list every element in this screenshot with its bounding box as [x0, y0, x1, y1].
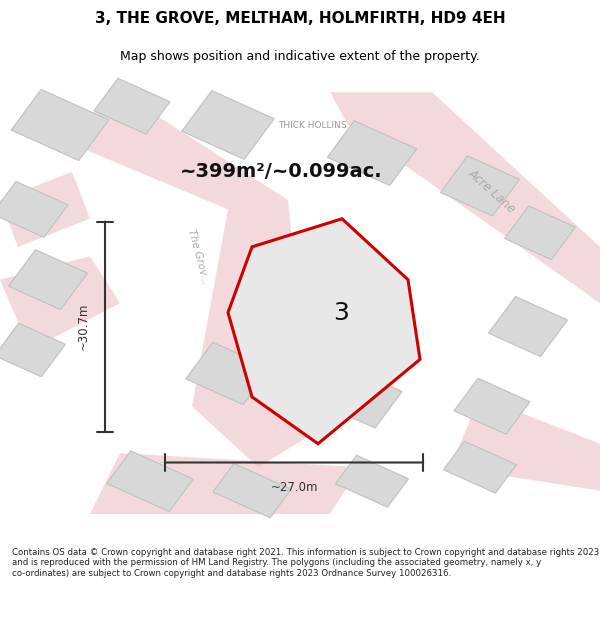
Polygon shape: [335, 456, 409, 507]
Polygon shape: [60, 92, 312, 468]
Polygon shape: [94, 78, 170, 134]
Polygon shape: [440, 156, 520, 216]
Polygon shape: [0, 256, 120, 350]
Polygon shape: [235, 255, 341, 332]
Polygon shape: [0, 181, 68, 238]
Polygon shape: [0, 172, 90, 247]
Text: The Grov...: The Grov...: [186, 228, 210, 285]
Polygon shape: [450, 397, 600, 491]
Polygon shape: [107, 451, 193, 511]
Text: ~30.7m: ~30.7m: [77, 303, 90, 350]
Polygon shape: [443, 441, 517, 493]
Polygon shape: [328, 121, 416, 186]
Polygon shape: [228, 219, 420, 444]
Text: Contains OS data © Crown copyright and database right 2021. This information is : Contains OS data © Crown copyright and d…: [12, 548, 599, 578]
Polygon shape: [488, 297, 568, 356]
Polygon shape: [90, 453, 360, 514]
Polygon shape: [318, 366, 402, 428]
Text: ~399m²/~0.099ac.: ~399m²/~0.099ac.: [180, 162, 383, 181]
Polygon shape: [182, 91, 274, 159]
Polygon shape: [0, 323, 65, 377]
Text: 3: 3: [333, 301, 349, 325]
Polygon shape: [454, 378, 530, 434]
Polygon shape: [505, 206, 575, 259]
Text: Map shows position and indicative extent of the property.: Map shows position and indicative extent…: [120, 50, 480, 62]
Polygon shape: [213, 464, 291, 518]
Polygon shape: [330, 92, 600, 303]
Polygon shape: [11, 89, 109, 161]
Text: THICK HOLLINS: THICK HOLLINS: [278, 121, 346, 129]
Polygon shape: [8, 250, 88, 309]
Text: Acre Lane: Acre Lane: [466, 166, 518, 215]
Text: 3, THE GROVE, MELTHAM, HOLMFIRTH, HD9 4EH: 3, THE GROVE, MELTHAM, HOLMFIRTH, HD9 4E…: [95, 11, 505, 26]
Text: ~27.0m: ~27.0m: [270, 481, 318, 494]
Polygon shape: [186, 342, 270, 404]
